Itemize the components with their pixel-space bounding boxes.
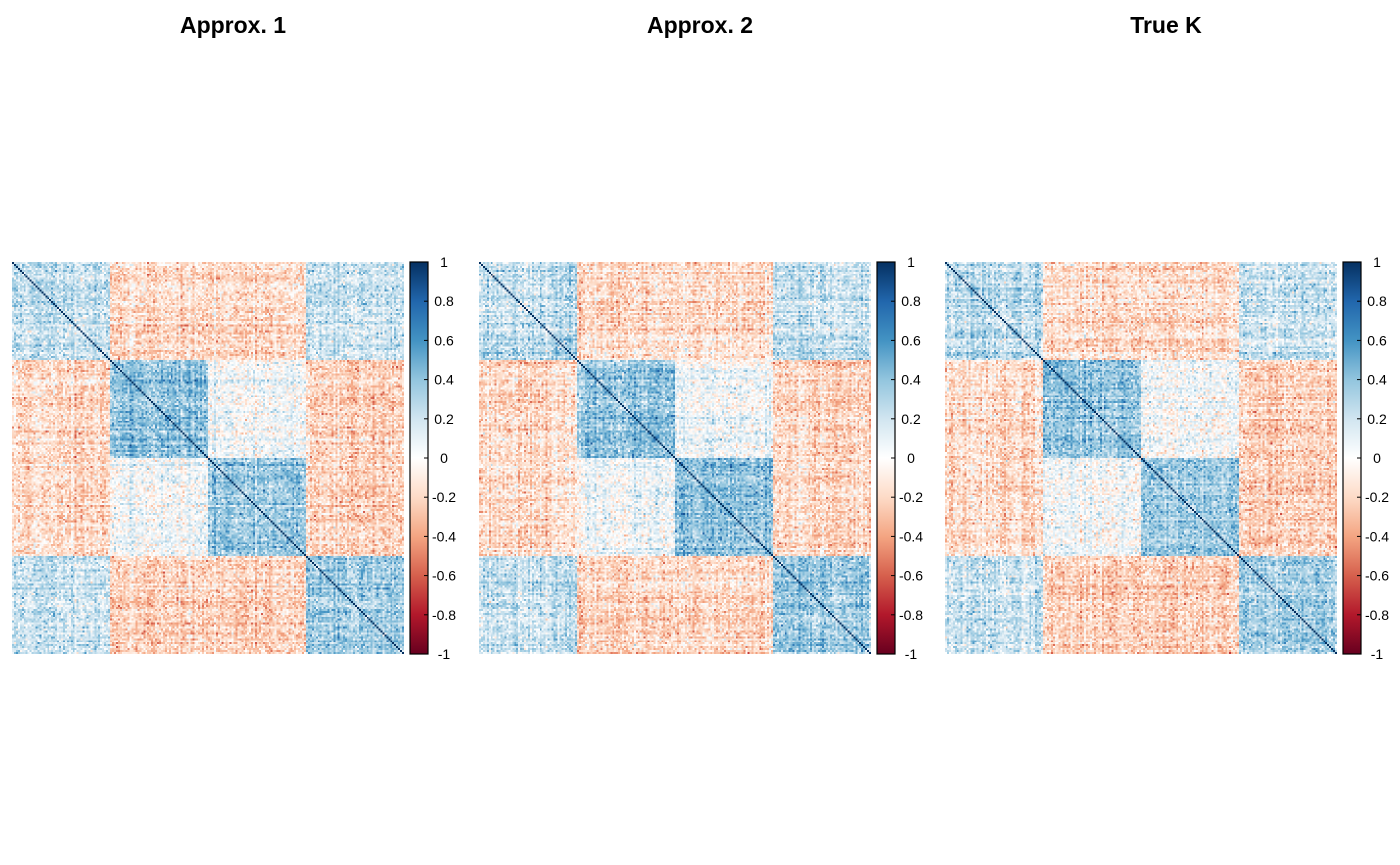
colorbar-tick-label: -0.8 [899,607,923,623]
colorbar-tick-label: 0.8 [434,293,454,309]
chart-title-true-k: True K [1130,12,1202,38]
colorbar-tick-label: 1 [1373,254,1381,270]
colorbar-tick-label: -0.4 [1365,528,1389,544]
chart-title-approx-2: Approx. 2 [646,12,754,38]
colorbar-tick-label: 0 [440,450,448,466]
heatmap-true-k [945,262,1337,654]
colorbar-tick-label: 0.6 [434,332,454,348]
colorbar-tick-label: 0 [1373,450,1381,466]
colorbar-tick-label: 0 [907,450,915,466]
heatmap-approx-1 [12,262,404,654]
colorbar-tick-label: 0.4 [1367,372,1387,388]
colorbar-tick-label: 0.4 [901,372,921,388]
colorbar-tick-label: 0.4 [434,372,454,388]
colorbar-tick-label: -0.2 [432,489,456,505]
colorbar-tick-label: -1 [438,646,451,662]
colorbar-tick-label: -0.6 [432,568,456,584]
chart-title-approx-1: Approx. 1 [179,12,287,38]
colorbar-tick-label: 0.6 [1367,332,1387,348]
colorbar-tick-label: -0.4 [432,528,456,544]
colorbar-tick-label: -0.2 [1365,489,1389,505]
colorbar-tick-label: -1 [1371,646,1384,662]
colorbar-tick-label: 0.8 [1367,293,1387,309]
colorbar-tick-label: -0.6 [1365,568,1389,584]
colorbar-true-k: 1 0.8 0.6 0.4 0.2 0 -0.2 -0.4 -0.6 -0.8 -1 [1342,254,1389,662]
colorbar-tick-label: -0.8 [432,607,456,623]
colorbar-tick-label: 1 [440,254,448,270]
colorbar-tick-label: -0.4 [899,528,923,544]
colorbar-tick-label: -0.6 [899,568,923,584]
colorbar-tick-label: 0.2 [901,411,921,427]
colorbar-approx-2: 1 0.8 0.6 0.4 0.2 0 -0.2 -0.4 -0.6 -0.8 -1 [876,254,923,662]
colorbar-tick-label: 0.8 [901,293,921,309]
colorbar-tick-label: 1 [907,254,915,270]
colorbar-tick-label: 0.2 [434,411,454,427]
colorbar-approx-1: 1 0.8 0.6 0.4 0.2 0 -0.2 -0.4 -0.6 -0.8 -1 [409,254,456,662]
colorbar-tick-label: -0.2 [899,489,923,505]
colorbar-tick-label: -0.8 [1365,607,1389,623]
heatmap-approx-2 [479,262,871,654]
colorbar-tick-label: -1 [905,646,918,662]
colorbar-tick-label: 0.6 [901,332,921,348]
colorbar-tick-label: 0.2 [1367,411,1387,427]
